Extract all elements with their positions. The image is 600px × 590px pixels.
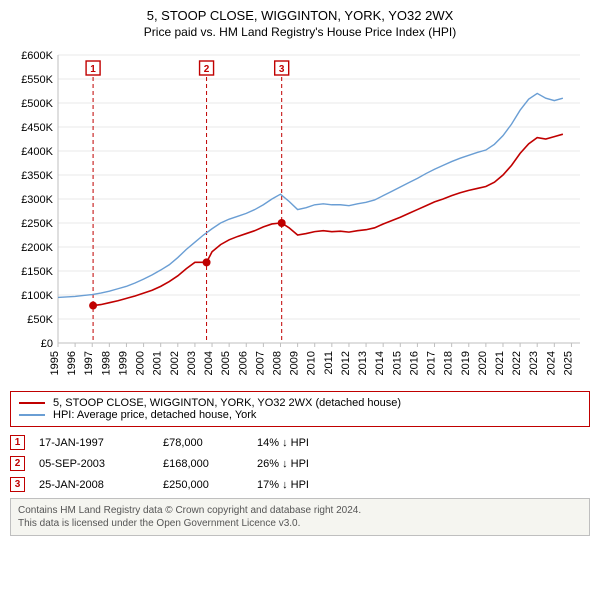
event-row-price: £250,000 bbox=[163, 479, 243, 491]
x-tick-label: 2004 bbox=[203, 351, 215, 375]
x-tick-label: 1996 bbox=[66, 351, 78, 375]
event-row-date: 25-JAN-2008 bbox=[39, 479, 149, 491]
y-tick-label: £450K bbox=[21, 122, 53, 134]
x-tick-label: 2016 bbox=[408, 351, 420, 375]
y-tick-label: £400K bbox=[21, 146, 53, 158]
x-tick-label: 2022 bbox=[511, 351, 523, 375]
y-tick-label: £100K bbox=[21, 290, 53, 302]
x-tick-label: 2024 bbox=[545, 351, 557, 375]
y-tick-label: £300K bbox=[21, 194, 53, 206]
event-row-date: 05-SEP-2003 bbox=[39, 458, 149, 470]
event-point bbox=[278, 219, 286, 227]
legend: 5, STOOP CLOSE, WIGGINTON, YORK, YO32 2W… bbox=[10, 391, 590, 427]
chart-container: 5, STOOP CLOSE, WIGGINTON, YORK, YO32 2W… bbox=[0, 0, 600, 546]
event-row-marker: 3 bbox=[10, 477, 25, 492]
titles: 5, STOOP CLOSE, WIGGINTON, YORK, YO32 2W… bbox=[10, 8, 590, 39]
y-tick-label: £550K bbox=[21, 74, 53, 86]
footer-line2: This data is licensed under the Open Gov… bbox=[18, 517, 582, 530]
x-tick-label: 2005 bbox=[220, 351, 232, 375]
y-tick-label: £150K bbox=[21, 266, 53, 278]
event-row-price: £168,000 bbox=[163, 458, 243, 470]
event-point bbox=[203, 258, 211, 266]
x-tick-label: 2013 bbox=[357, 351, 369, 375]
legend-item: HPI: Average price, detached house, York bbox=[19, 409, 581, 421]
chart-area: £0 £50K £100K £150K £200K £250K £300K £350K £400… bbox=[10, 45, 590, 385]
x-tick-label: 1999 bbox=[117, 351, 129, 375]
event-point bbox=[89, 302, 97, 310]
x-tick-label: 2023 bbox=[528, 351, 540, 375]
event-marker-label: 2 bbox=[204, 64, 210, 75]
x-tick-label: 2019 bbox=[460, 351, 472, 375]
events-table: 1 17-JAN-1997 £78,000 14% ↓ HPI 2 05-SEP-2003… bbox=[10, 435, 590, 492]
x-tick-label: 2010 bbox=[306, 351, 318, 375]
y-tick-label: £600K bbox=[21, 50, 53, 62]
legend-label: 5, STOOP CLOSE, WIGGINTON, YORK, YO32 2W… bbox=[53, 397, 401, 409]
event-row-date: 17-JAN-1997 bbox=[39, 437, 149, 449]
footer-attribution: Contains HM Land Registry data © Crown c… bbox=[10, 498, 590, 536]
x-tick-label: 2018 bbox=[443, 351, 455, 375]
y-tick-label: £50K bbox=[27, 314, 53, 326]
x-tick-label: 1995 bbox=[49, 351, 61, 375]
event-row-pct: 17% ↓ HPI bbox=[257, 479, 309, 491]
x-tick-label: 2021 bbox=[494, 351, 506, 375]
x-tick-label: 2014 bbox=[374, 351, 386, 375]
event-marker-label: 1 bbox=[90, 64, 96, 75]
legend-label: HPI: Average price, detached house, York bbox=[53, 409, 256, 421]
event-row: 2 05-SEP-2003 £168,000 26% ↓ HPI bbox=[10, 456, 590, 471]
y-tick-label: £500K bbox=[21, 98, 53, 110]
event-row-marker: 1 bbox=[10, 435, 25, 450]
x-tick-label: 2015 bbox=[391, 351, 403, 375]
x-tick-label: 2007 bbox=[254, 351, 266, 375]
event-row-price: £78,000 bbox=[163, 437, 243, 449]
x-tick-label: 2025 bbox=[562, 351, 574, 375]
y-tick-label: £0 bbox=[41, 338, 53, 350]
x-tick-label: 1998 bbox=[100, 351, 112, 375]
event-row-pct: 14% ↓ HPI bbox=[257, 437, 309, 449]
x-tick-label: 1997 bbox=[83, 351, 95, 375]
y-tick-label: £200K bbox=[21, 242, 53, 254]
event-row-marker: 2 bbox=[10, 456, 25, 471]
legend-swatch bbox=[19, 414, 45, 416]
x-tick-label: 2000 bbox=[135, 351, 147, 375]
y-tick-label: £250K bbox=[21, 218, 53, 230]
legend-swatch bbox=[19, 402, 45, 404]
x-tick-label: 2020 bbox=[477, 351, 489, 375]
x-tick-label: 2017 bbox=[426, 351, 438, 375]
x-tick-label: 2008 bbox=[271, 351, 283, 375]
x-tick-label: 2003 bbox=[186, 351, 198, 375]
event-row-pct: 26% ↓ HPI bbox=[257, 458, 309, 470]
legend-item: 5, STOOP CLOSE, WIGGINTON, YORK, YO32 2W… bbox=[19, 397, 581, 409]
x-tick-label: 2006 bbox=[237, 351, 249, 375]
chart-subtitle: Price paid vs. HM Land Registry's House … bbox=[10, 25, 590, 39]
y-tick-label: £350K bbox=[21, 170, 53, 182]
x-tick-label: 2009 bbox=[289, 351, 301, 375]
event-row: 3 25-JAN-2008 £250,000 17% ↓ HPI bbox=[10, 477, 590, 492]
price-chart: £0 £50K £100K £150K £200K £250K £300K £350K £400… bbox=[10, 45, 590, 385]
x-tick-label: 2002 bbox=[169, 351, 181, 375]
event-row: 1 17-JAN-1997 £78,000 14% ↓ HPI bbox=[10, 435, 590, 450]
chart-title: 5, STOOP CLOSE, WIGGINTON, YORK, YO32 2W… bbox=[10, 8, 590, 23]
footer-line1: Contains HM Land Registry data © Crown c… bbox=[18, 504, 582, 517]
x-tick-label: 2001 bbox=[152, 351, 164, 375]
x-tick-label: 2012 bbox=[340, 351, 352, 375]
event-marker-label: 3 bbox=[279, 64, 285, 75]
x-tick-label: 2011 bbox=[323, 351, 335, 375]
